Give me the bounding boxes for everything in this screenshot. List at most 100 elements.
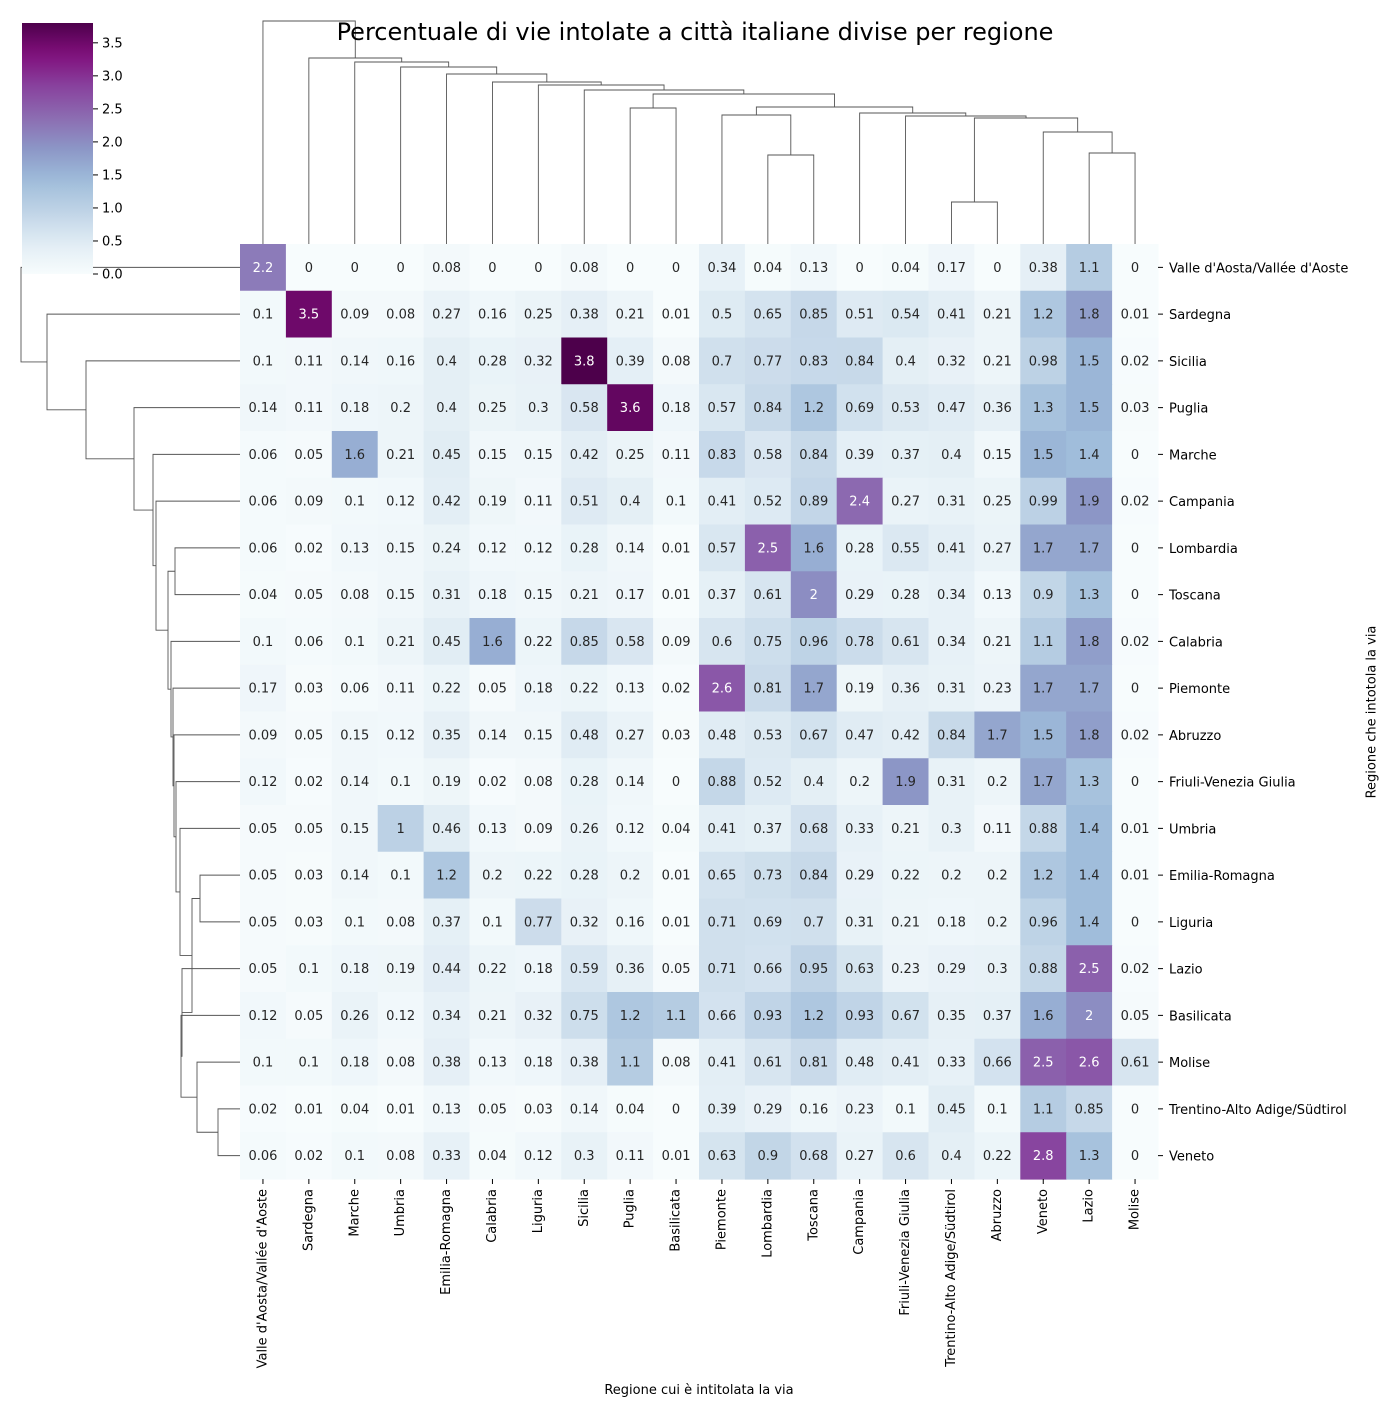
cell-value-label: 0.26 — [570, 822, 599, 837]
y-tick-label: Lazio — [1169, 963, 1203, 978]
cell-value-label: 0.01 — [662, 308, 691, 323]
cell-value-label: 0.38 — [432, 1056, 461, 1071]
heatmap-cell — [928, 758, 975, 806]
heatmap-cell — [285, 711, 333, 759]
cell-value-label: 0 — [351, 261, 359, 276]
cell-value-label: 0.12 — [524, 1149, 553, 1164]
heatmap-cell — [744, 851, 792, 900]
heatmap-cell — [285, 758, 333, 806]
heatmap-cell — [240, 1038, 287, 1087]
dendrogram-branch — [172, 687, 240, 787]
heatmap-cell — [928, 664, 975, 713]
heatmap-cell — [515, 945, 562, 993]
heatmap-cell — [744, 431, 792, 479]
heatmap-cell — [699, 524, 746, 572]
heatmap-cell — [561, 1132, 608, 1180]
heatmap-cell — [469, 290, 516, 339]
heatmap-cell — [377, 1132, 425, 1180]
heatmap-cell — [836, 664, 884, 713]
cell-value-label: 0.45 — [432, 448, 461, 463]
heatmap-cell — [1112, 805, 1159, 853]
cell-value-label: 1 — [397, 822, 405, 837]
heatmap-cell — [515, 1038, 562, 1087]
heatmap-cell — [653, 384, 700, 432]
cell-value-label: 0.14 — [616, 541, 645, 556]
cell-value-label: 0.1 — [666, 495, 687, 510]
heatmap-cell — [469, 618, 516, 666]
cell-value-label: 0.28 — [891, 588, 920, 603]
heatmap-cell — [744, 711, 792, 759]
cell-value-label: 0.09 — [248, 728, 277, 743]
cell-value-label: 0.08 — [524, 775, 553, 790]
cell-value-label: 0 — [305, 261, 313, 276]
dendrogram-branch — [262, 20, 356, 244]
cell-value-label: 0.21 — [386, 448, 415, 463]
heatmap-cell — [882, 1038, 930, 1087]
y-tick-label: Puglia — [1169, 402, 1208, 417]
cell-value-label: 0.2 — [849, 775, 870, 790]
heatmap-cell — [561, 851, 608, 900]
heatmap-cell — [331, 337, 379, 385]
cell-value-label: 0.09 — [294, 495, 323, 510]
cell-value-label: 0.1 — [344, 915, 365, 930]
cell-value-label: 0.1 — [482, 915, 503, 930]
cell-value-label: 1.7 — [803, 682, 824, 697]
cell-value-label: 0.05 — [248, 822, 277, 837]
cell-value-label: 0.65 — [753, 308, 782, 323]
cell-value-label: 0.13 — [478, 1056, 507, 1071]
heatmap-cell — [699, 664, 746, 713]
heatmap-cell — [974, 337, 1021, 385]
cell-value-label: 0.16 — [616, 915, 645, 930]
x-tick-label: Emilia-Romagna — [439, 1189, 454, 1295]
cell-value-label: 0.01 — [1121, 308, 1150, 323]
heatmap-cell — [515, 618, 562, 666]
heatmap-cell — [1112, 1038, 1159, 1087]
heatmap-cell — [653, 571, 700, 619]
heatmap-cell — [1112, 290, 1159, 339]
cell-value-label: 0 — [1131, 541, 1139, 556]
heatmap-cell — [561, 992, 608, 1040]
cell-value-label: 0.32 — [524, 354, 553, 369]
cell-value-label: 0.88 — [707, 775, 736, 790]
heatmap-cell — [790, 244, 838, 292]
cell-value-label: 0.22 — [983, 1149, 1012, 1164]
cell-value-label: 1.3 — [1079, 588, 1100, 603]
heatmap-cell — [699, 945, 746, 993]
cell-value-label: 1.5 — [1079, 354, 1100, 369]
heatmap-cell — [699, 758, 746, 806]
heatmap-cell — [790, 851, 838, 900]
heatmap-cell — [744, 477, 792, 526]
x-tick-label: Lombardia — [760, 1189, 775, 1258]
y-tick-label: Trentino-Alto Adige/Südtirol — [1168, 1103, 1347, 1118]
heatmap-cell — [377, 244, 425, 292]
cell-value-label: 0.37 — [432, 915, 461, 930]
cell-value-label: 0.1 — [299, 1056, 320, 1071]
cell-value-label: 0.19 — [845, 682, 874, 697]
cell-value-label: 0.03 — [294, 915, 323, 930]
heatmap-cell — [469, 851, 516, 900]
dendrogram-branch — [400, 66, 498, 244]
cell-value-label: 0.31 — [845, 915, 874, 930]
heatmap-cell — [699, 1132, 746, 1180]
cell-value-label: 0.42 — [432, 495, 461, 510]
cell-value-label: 0.09 — [524, 822, 553, 837]
heatmap-cell — [377, 1085, 425, 1133]
cell-value-label: 2.6 — [712, 682, 733, 697]
heatmap-cell — [423, 711, 471, 759]
heatmap-cell — [744, 337, 792, 385]
heatmap-cell — [423, 477, 471, 526]
cell-value-label: 0.48 — [570, 728, 599, 743]
heatmap-cell — [377, 524, 425, 572]
cell-value-label: 0.02 — [294, 541, 323, 556]
heatmap-cell — [1112, 477, 1159, 526]
cell-value-label: 0.08 — [662, 1056, 691, 1071]
x-tick-label: Abruzzo — [990, 1189, 1005, 1241]
dendrogram-branch — [180, 1014, 240, 1098]
cell-value-label: 0.15 — [524, 728, 553, 743]
cell-value-label: 0.29 — [845, 588, 874, 603]
heatmap-cell — [1066, 851, 1113, 900]
dendrogram-branch — [308, 57, 403, 244]
heatmap-cell — [653, 1085, 700, 1133]
cell-value-label: 0.54 — [891, 308, 920, 323]
cell-value-label: 0.05 — [294, 822, 323, 837]
